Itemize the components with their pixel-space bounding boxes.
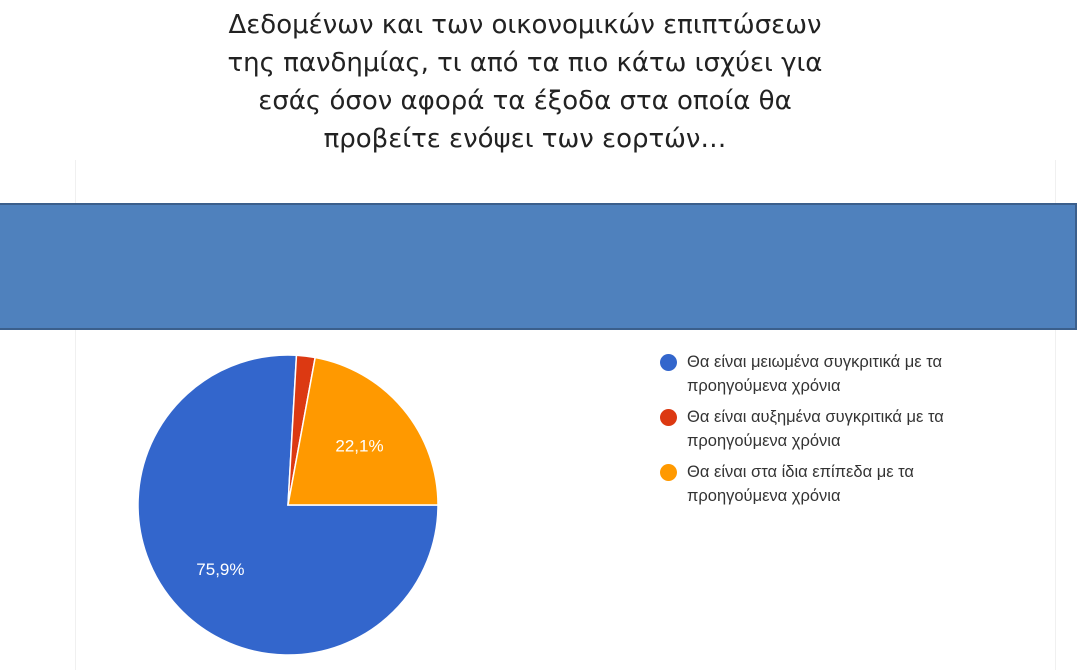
legend-dot-icon — [660, 464, 677, 481]
pie-slice — [287, 356, 439, 506]
blue-banner — [0, 203, 1077, 330]
gridline — [1055, 160, 1056, 670]
slice-data-label: 22,1% — [335, 436, 383, 455]
legend-label: Θα είναι στα ίδια επίπεδα με τα προηγούμ… — [687, 463, 914, 505]
pie-chart: 75,9% 22,1% — [137, 354, 439, 656]
title-line: προβείτε ενόψει των εορτών… — [323, 124, 727, 154]
legend: Θα είναι μειωμένα συγκριτικά με τα προηγ… — [660, 350, 1007, 515]
pie-slice — [137, 354, 439, 656]
title-line: εσάς όσον αφορά τα έξοδα στα οποία θα — [258, 86, 792, 116]
title-line: της πανδημίας, τι από τα πιο κάτω ισχύει… — [227, 48, 823, 78]
gridline — [75, 160, 76, 670]
legend-item: Θα είναι μειωμένα συγκριτικά με τα προηγ… — [660, 350, 1007, 398]
slice-data-label: 75,9% — [196, 560, 244, 579]
legend-dot-icon — [660, 409, 677, 426]
chart-title: Δεδομένων και των οικονομικών επιπτώσεων… — [180, 6, 870, 158]
legend-item: Θα είναι αυξημένα συγκριτικά με τα προηγ… — [660, 405, 1007, 453]
title-line: Δεδομένων και των οικονομικών επιπτώσεων — [228, 10, 822, 40]
legend-item: Θα είναι στα ίδια επίπεδα με τα προηγούμ… — [660, 460, 1007, 508]
legend-label: Θα είναι μειωμένα συγκριτικά με τα προηγ… — [687, 353, 943, 395]
legend-label: Θα είναι αυξημένα συγκριτικά με τα προηγ… — [687, 408, 944, 450]
legend-dot-icon — [660, 354, 677, 371]
